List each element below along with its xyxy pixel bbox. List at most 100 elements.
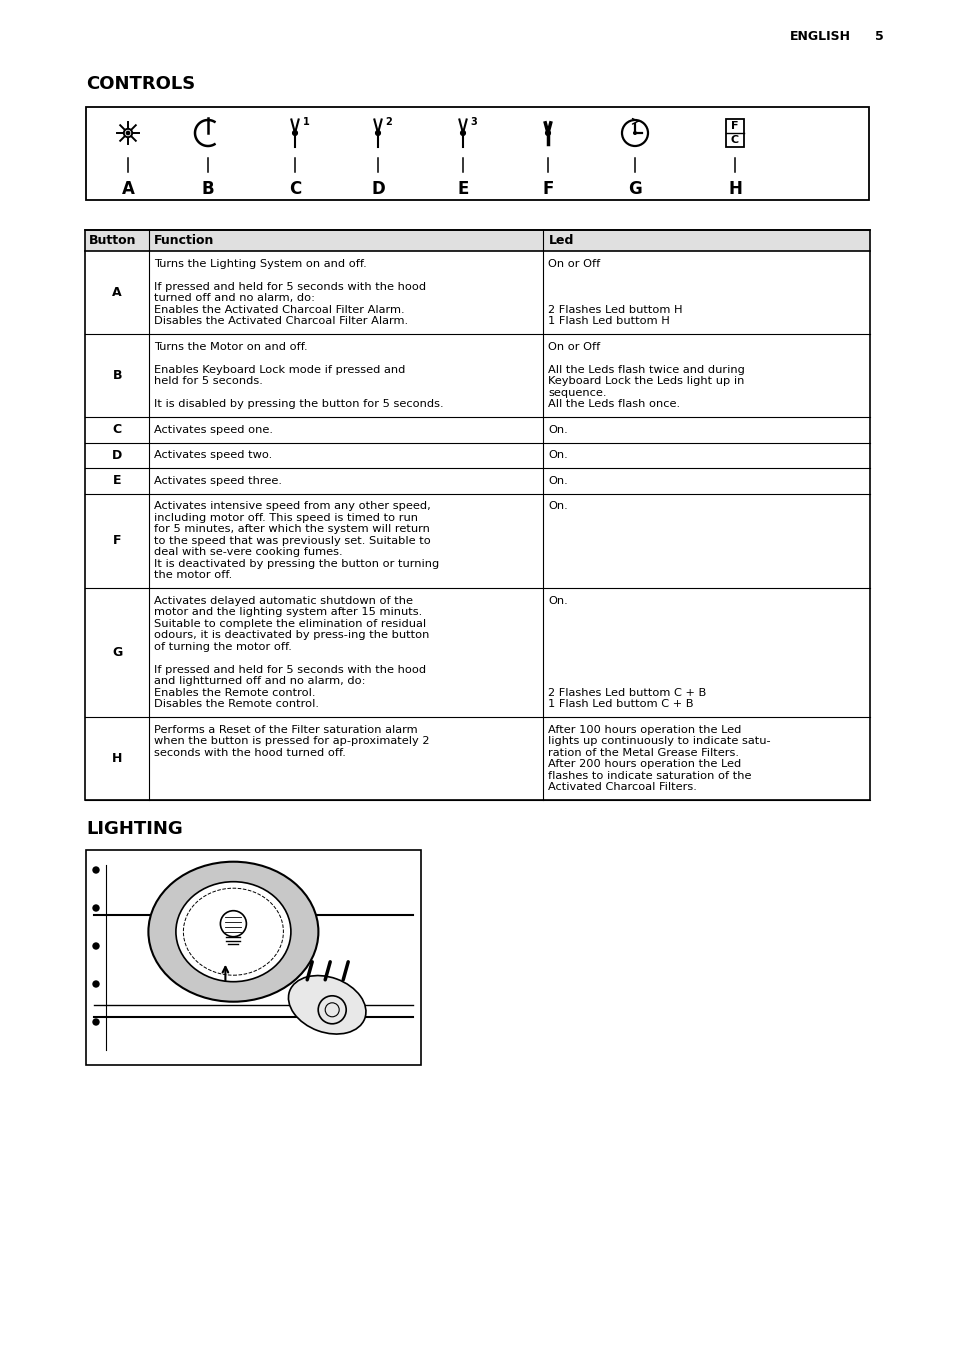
Circle shape [633, 131, 636, 134]
Text: held for 5 seconds.: held for 5 seconds. [154, 376, 263, 386]
Circle shape [545, 130, 550, 135]
Text: to the speed that was previously set. Suitable to: to the speed that was previously set. Su… [154, 536, 431, 546]
Text: If pressed and held for 5 seconds with the hood: If pressed and held for 5 seconds with t… [154, 665, 426, 674]
Bar [85, 588, 869, 718]
Text: Suitable to complete the elimination of residual: Suitable to complete the elimination of … [154, 619, 426, 628]
Text: 3: 3 [470, 116, 476, 127]
Text: for 5 minutes, after which the system will return: for 5 minutes, after which the system wi… [154, 524, 430, 533]
Text: It is deactivated by pressing the button or turning: It is deactivated by pressing the button… [154, 559, 439, 569]
Text: After 100 hours operation the Led: After 100 hours operation the Led [548, 724, 741, 735]
Text: Enables the Remote control.: Enables the Remote control. [154, 688, 315, 697]
Text: 1 Flash Led buttom C + B: 1 Flash Led buttom C + B [548, 699, 693, 709]
Text: On or Off: On or Off [548, 341, 600, 352]
Text: Activates speed two.: Activates speed two. [154, 450, 273, 460]
Circle shape [92, 867, 99, 873]
Text: On.: On. [548, 475, 568, 486]
Text: ration of the Metal Grease Filters.: ration of the Metal Grease Filters. [548, 747, 739, 758]
Text: ENGLISH: ENGLISH [789, 30, 850, 43]
Text: Function: Function [154, 234, 214, 246]
Text: 1: 1 [302, 116, 309, 127]
Circle shape [375, 130, 380, 135]
Text: B: B [112, 370, 122, 382]
Text: D: D [112, 448, 122, 462]
Text: when the button is pressed for ap-proximately 2: when the button is pressed for ap-proxim… [154, 737, 430, 746]
Bar [85, 493, 869, 588]
Text: Activates speed one.: Activates speed one. [154, 425, 274, 435]
Circle shape [126, 131, 130, 134]
Text: odours, it is deactivated by press-ing the button: odours, it is deactivated by press-ing t… [154, 630, 429, 640]
Text: Led: Led [548, 234, 573, 246]
Text: B: B [201, 180, 214, 198]
Bar [85, 230, 869, 250]
Text: Keyboard Lock the Leds light up in: Keyboard Lock the Leds light up in [548, 376, 744, 386]
Text: F: F [541, 180, 553, 198]
Text: seconds with the hood turned off.: seconds with the hood turned off. [154, 747, 346, 758]
Text: 5: 5 [874, 30, 882, 43]
Text: On.: On. [548, 596, 568, 605]
Circle shape [460, 130, 465, 135]
Text: All the Leds flash once.: All the Leds flash once. [548, 399, 679, 409]
Circle shape [124, 129, 132, 137]
Text: D: D [371, 180, 384, 198]
Text: Button: Button [89, 234, 136, 246]
Ellipse shape [149, 861, 318, 1002]
Bar [86, 850, 420, 1066]
Text: motor and the lighting system after 15 minuts.: motor and the lighting system after 15 m… [154, 607, 422, 617]
Text: and lightturned off and no alarm, do:: and lightturned off and no alarm, do: [154, 676, 366, 686]
Text: turned off and no alarm, do:: turned off and no alarm, do: [154, 292, 315, 303]
Text: On.: On. [548, 450, 568, 460]
Bar [85, 334, 869, 417]
Text: Enables Keyboard Lock mode if pressed and: Enables Keyboard Lock mode if pressed an… [154, 364, 405, 375]
Text: G: G [112, 646, 122, 659]
Text: G: G [627, 180, 641, 198]
Text: It is disabled by pressing the button for 5 seconds.: It is disabled by pressing the button fo… [154, 399, 443, 409]
Bar [85, 230, 869, 800]
Text: On.: On. [548, 425, 568, 435]
Bar [85, 718, 869, 800]
Bar [85, 443, 869, 468]
Text: On or Off: On or Off [548, 259, 600, 268]
Ellipse shape [175, 881, 291, 982]
Text: Disables the Remote control.: Disables the Remote control. [154, 699, 319, 709]
Text: CONTROLS: CONTROLS [86, 74, 195, 93]
Text: of turning the motor off.: of turning the motor off. [154, 642, 292, 651]
Text: C: C [289, 180, 301, 198]
Text: If pressed and held for 5 seconds with the hood: If pressed and held for 5 seconds with t… [154, 282, 426, 291]
Text: Turns the Motor on and off.: Turns the Motor on and off. [154, 341, 308, 352]
Circle shape [92, 982, 99, 987]
Text: F: F [731, 121, 738, 131]
Text: flashes to indicate saturation of the: flashes to indicate saturation of the [548, 770, 751, 781]
Text: the motor off.: the motor off. [154, 570, 233, 580]
Text: E: E [456, 180, 468, 198]
Text: Performs a Reset of the Filter saturation alarm: Performs a Reset of the Filter saturatio… [154, 724, 417, 735]
Text: 2 Flashes Led buttom C + B: 2 Flashes Led buttom C + B [548, 688, 706, 697]
Circle shape [92, 1020, 99, 1025]
Text: H: H [112, 751, 122, 765]
Text: including motor off. This speed is timed to run: including motor off. This speed is timed… [154, 513, 418, 523]
Text: LIGHTING: LIGHTING [86, 821, 183, 838]
Text: deal with se-vere cooking fumes.: deal with se-vere cooking fumes. [154, 547, 343, 556]
Text: sequence.: sequence. [548, 387, 606, 398]
Bar [85, 417, 869, 443]
Bar [86, 107, 868, 200]
Text: Activates speed three.: Activates speed three. [154, 475, 282, 486]
Text: Disables the Activated Charcoal Filter Alarm.: Disables the Activated Charcoal Filter A… [154, 315, 408, 326]
Text: E: E [112, 474, 121, 487]
Text: Enables the Activated Charcoal Filter Alarm.: Enables the Activated Charcoal Filter Al… [154, 305, 405, 314]
Ellipse shape [288, 976, 366, 1034]
Text: lights up continuously to indicate satu-: lights up continuously to indicate satu- [548, 737, 770, 746]
Circle shape [92, 942, 99, 949]
Text: After 200 hours operation the Led: After 200 hours operation the Led [548, 760, 740, 769]
Text: 2: 2 [385, 116, 392, 127]
Bar [725, 119, 743, 148]
Text: C: C [730, 135, 739, 145]
Text: On.: On. [548, 501, 568, 510]
Text: Activates intensive speed from any other speed,: Activates intensive speed from any other… [154, 501, 431, 510]
Text: A: A [112, 286, 122, 299]
Text: C: C [112, 424, 122, 436]
Text: Activates delayed automatic shutdown of the: Activates delayed automatic shutdown of … [154, 596, 413, 605]
Circle shape [293, 130, 297, 135]
Text: H: H [727, 180, 741, 198]
Text: Activated Charcoal Filters.: Activated Charcoal Filters. [548, 783, 697, 792]
Text: Turns the Lighting System on and off.: Turns the Lighting System on and off. [154, 259, 367, 268]
